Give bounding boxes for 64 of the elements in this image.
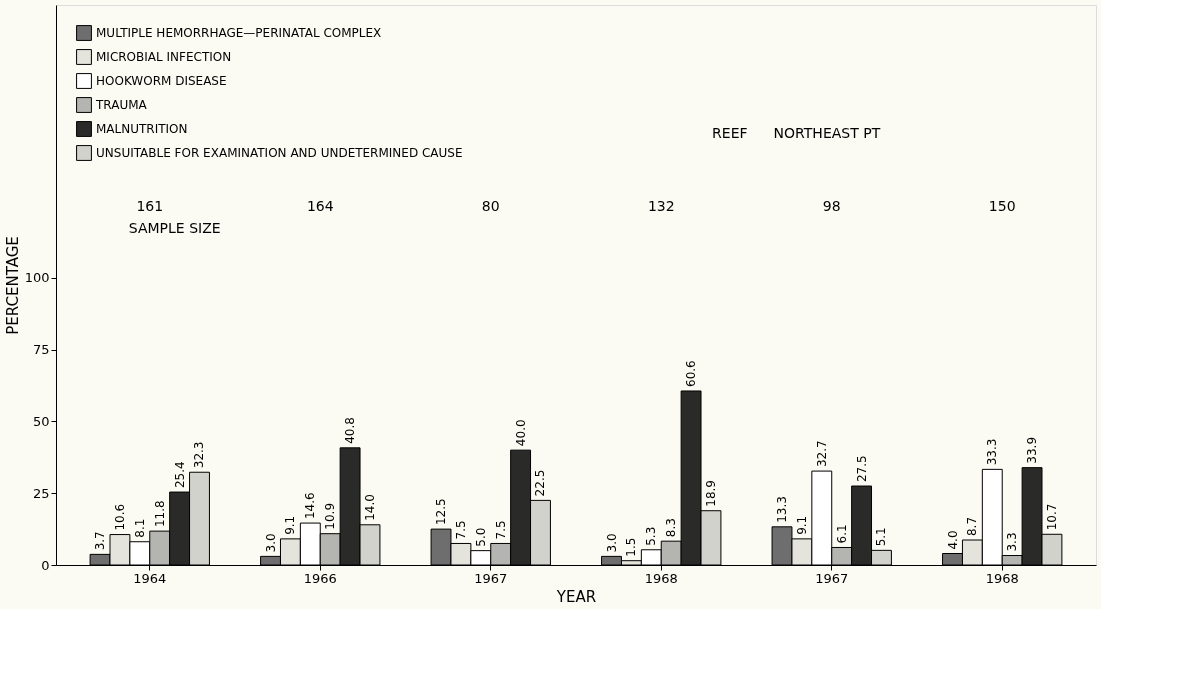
data-label: 60.6 [684, 360, 699, 387]
data-label: 5.3 [644, 526, 659, 546]
data-label: 9.1 [794, 515, 809, 535]
data-label: 6.1 [834, 524, 849, 544]
data-label: 12.5 [434, 498, 449, 526]
data-label: 3.3 [1005, 532, 1020, 552]
data-label: 7.5 [453, 520, 468, 540]
data-label: 10.7 [1044, 503, 1059, 531]
annotation: 80 [481, 197, 500, 214]
legend-label: MALNUTRITION [96, 122, 188, 136]
data-label: 8.1 [132, 518, 147, 538]
data-label: 3.0 [263, 533, 278, 553]
annotation: 150 [988, 197, 1016, 214]
data-label: 18.9 [703, 480, 718, 507]
x-axis-title: YEAR [555, 587, 597, 606]
data-label: 8.3 [664, 518, 679, 538]
x-tick-label: 1964 [133, 570, 167, 586]
data-label: 25.4 [172, 461, 187, 489]
legend-label: UNSUITABLE FOR EXAMINATION AND UNDETERMINED CAUSE [96, 146, 463, 160]
data-label: 9.1 [283, 515, 298, 535]
data-label: 40.0 [513, 419, 528, 447]
data-label: 10.6 [112, 503, 127, 531]
data-label: 11.8 [152, 500, 167, 528]
y-tick-label: 25 [32, 485, 50, 501]
data-label: 32.7 [814, 440, 829, 468]
x-tick-label: 1967 [815, 570, 849, 586]
annotation: REEF [712, 124, 748, 141]
legend-label: MULTIPLE HEMORRHAGE—PERINATAL COMPLEX [96, 26, 382, 40]
data-label: 14.6 [303, 492, 318, 520]
data-label: 33.9 [1025, 436, 1040, 464]
data-label: 14.0 [362, 494, 377, 521]
data-label: 27.5 [854, 455, 869, 483]
y-tick-label: 50 [32, 413, 50, 429]
data-label: 10.9 [323, 502, 338, 530]
annotation: 161 [136, 197, 164, 214]
legend-label: MICROBIAL INFECTION [96, 50, 232, 64]
x-tick-label: 1968 [985, 570, 1019, 586]
data-label: 40.8 [343, 417, 358, 444]
data-label: 4.0 [945, 530, 960, 550]
annotation: 132 [647, 197, 675, 214]
x-tick-label: 1966 [303, 570, 337, 586]
y-axis-title: PERCENTAGE [3, 236, 22, 335]
data-label: 8.7 [965, 516, 980, 537]
legend-label: HOOKWORM DISEASE [96, 74, 227, 88]
y-tick-label: 100 [24, 270, 50, 286]
data-label: 1.5 [624, 537, 639, 557]
y-tick-label: 75 [32, 342, 50, 358]
data-label: 5.0 [473, 527, 488, 547]
data-label: 5.1 [874, 527, 889, 547]
data-label: 3.7 [93, 531, 108, 551]
annotation: SAMPLE SIZE [128, 220, 221, 236]
x-tick-label: 1967 [474, 570, 508, 586]
x-tick-label: 1968 [644, 570, 678, 586]
data-label: 3.0 [604, 533, 619, 553]
y-tick-label: 0 [41, 557, 50, 573]
data-label: 33.3 [985, 438, 1000, 466]
data-label: 22.5 [533, 469, 548, 497]
legend-label: TRAUMA [95, 98, 148, 112]
annotation: NORTHEAST PT [773, 124, 881, 141]
data-label: 13.3 [775, 496, 790, 523]
annotation: 164 [306, 197, 334, 214]
data-label: 7.5 [493, 520, 508, 540]
data-label: 32.3 [192, 441, 207, 469]
annotation: 98 [822, 197, 841, 214]
